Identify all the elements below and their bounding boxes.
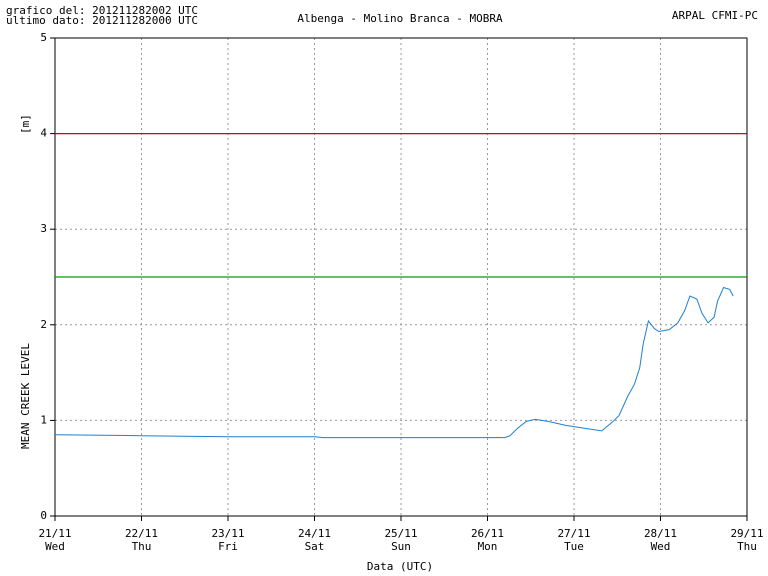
x-tick-label: 22/11 xyxy=(125,527,158,540)
y-tick-label: 0 xyxy=(40,509,47,522)
y-tick-label: 4 xyxy=(40,127,47,140)
x-tick-label: 28/11 xyxy=(644,527,677,540)
x-tick-label: 23/11 xyxy=(211,527,244,540)
x-tick-weekday: Wed xyxy=(651,540,671,553)
x-tick-label: 26/11 xyxy=(471,527,504,540)
chart-title: Albenga - Molino Branca - MOBRA xyxy=(297,12,503,25)
x-tick-weekday: Wed xyxy=(45,540,65,553)
x-tick-label: 25/11 xyxy=(384,527,417,540)
x-tick-label: 29/11 xyxy=(730,527,763,540)
x-axis-label: Data (UTC) xyxy=(367,560,433,573)
y-tick-label: 3 xyxy=(40,222,47,235)
x-tick-weekday: Fri xyxy=(218,540,238,553)
x-tick-weekday: Thu xyxy=(737,540,757,553)
data-line xyxy=(54,286,734,439)
x-tick-label: 27/11 xyxy=(557,527,590,540)
x-tick-label: 24/11 xyxy=(298,527,331,540)
y-tick-label: 1 xyxy=(40,413,47,426)
header-left: ultimo dato: 201211282000 UTC xyxy=(6,14,198,27)
y-tick-label: 5 xyxy=(40,31,47,44)
x-tick-weekday: Sun xyxy=(391,540,411,553)
header-right: ARPAL CFMI-PC xyxy=(672,9,758,22)
x-tick-weekday: Mon xyxy=(478,540,498,553)
header-left: grafico del: 201211282002 UTC xyxy=(6,4,198,17)
y-axis-label: MEAN CREEK LEVEL xyxy=(19,343,32,449)
x-tick-weekday: Sat xyxy=(305,540,325,553)
y-tick-label: 2 xyxy=(40,318,47,331)
x-tick-label: 21/11 xyxy=(38,527,71,540)
x-tick-weekday: Thu xyxy=(132,540,152,553)
x-tick-weekday: Tue xyxy=(564,540,584,553)
y-unit: [m] xyxy=(19,114,32,134)
